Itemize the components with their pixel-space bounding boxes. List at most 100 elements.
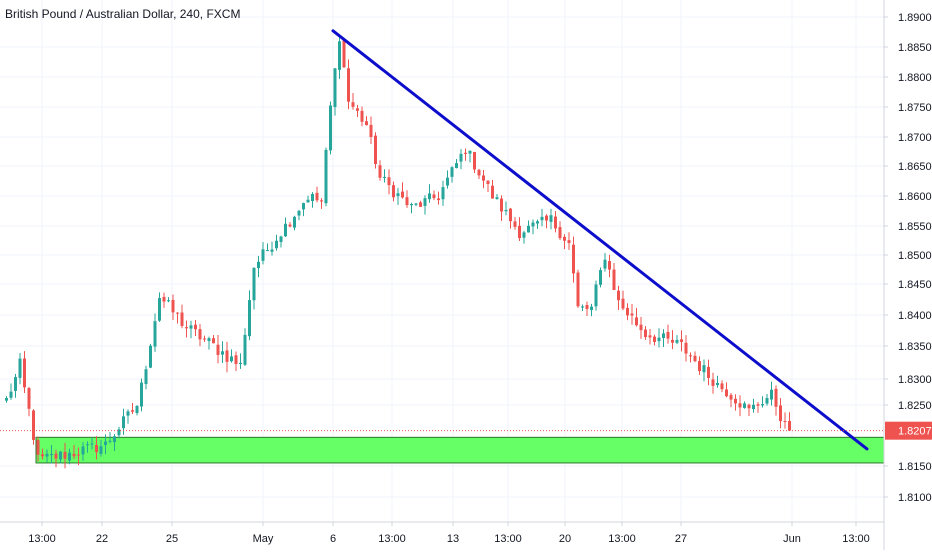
candle bbox=[369, 116, 373, 145]
candle-body bbox=[648, 335, 652, 338]
y-tick-label: 1.83500 bbox=[898, 341, 932, 353]
candle bbox=[378, 160, 382, 181]
candle-body bbox=[617, 290, 620, 301]
candle-body bbox=[72, 453, 76, 457]
candle bbox=[522, 230, 526, 244]
candle bbox=[306, 195, 310, 203]
candle-body bbox=[567, 240, 571, 244]
y-tick-label: 1.82500 bbox=[898, 400, 932, 412]
candle bbox=[158, 292, 161, 322]
candle bbox=[491, 179, 494, 199]
candle-body bbox=[630, 313, 634, 316]
y-tick-label: 1.83000 bbox=[898, 374, 932, 386]
x-axis: 13:00 22 25 May 6 13:00 13 13:00 20 13:00 27 Jun 13:… bbox=[28, 522, 870, 545]
candle bbox=[662, 329, 665, 347]
candle-body bbox=[468, 150, 472, 154]
candle bbox=[617, 285, 620, 311]
candle-body bbox=[230, 356, 233, 362]
candle-body bbox=[783, 421, 787, 423]
candle bbox=[707, 359, 710, 386]
candle bbox=[9, 383, 13, 400]
candle-body bbox=[401, 191, 404, 198]
candle bbox=[27, 386, 31, 417]
candle-body bbox=[315, 192, 319, 201]
candle-body bbox=[369, 124, 373, 138]
candle bbox=[387, 169, 391, 195]
candle bbox=[50, 444, 53, 464]
candle-body bbox=[135, 405, 139, 414]
candle-body bbox=[396, 193, 400, 197]
candle bbox=[59, 451, 62, 464]
support-zone bbox=[35, 436, 885, 464]
candle bbox=[761, 396, 764, 408]
chart-title: British Pound / Australian Dollar, 240, … bbox=[5, 7, 241, 21]
candle-body bbox=[756, 404, 760, 406]
candle-body bbox=[693, 355, 697, 362]
candle bbox=[450, 166, 454, 183]
candle-body bbox=[599, 270, 602, 285]
y-tick-label: 1.85500 bbox=[898, 221, 932, 233]
candle-body bbox=[495, 197, 499, 200]
candle-body bbox=[477, 169, 481, 176]
candle bbox=[405, 190, 409, 208]
candle bbox=[396, 187, 400, 205]
candle bbox=[567, 232, 571, 250]
candle bbox=[455, 159, 458, 169]
candle bbox=[356, 104, 359, 118]
candle-body bbox=[360, 110, 364, 122]
candle-body bbox=[509, 208, 512, 222]
candle bbox=[666, 324, 670, 344]
candle bbox=[747, 403, 751, 417]
candle-body bbox=[243, 334, 247, 365]
candle bbox=[32, 409, 35, 445]
candle bbox=[599, 267, 602, 288]
y-tick-label: 1.87000 bbox=[898, 132, 932, 144]
candle-body bbox=[576, 272, 580, 307]
candle bbox=[639, 316, 643, 339]
candle-body bbox=[716, 382, 719, 386]
candle bbox=[126, 409, 130, 424]
candle-body bbox=[41, 454, 44, 457]
candle bbox=[270, 241, 274, 256]
candle-body bbox=[549, 215, 553, 222]
candle bbox=[680, 330, 683, 352]
candle bbox=[194, 320, 197, 337]
x-tick-label: 27 bbox=[675, 533, 687, 545]
candle-body bbox=[144, 369, 148, 384]
candle-body bbox=[437, 198, 440, 201]
trendline bbox=[331, 29, 869, 451]
candle bbox=[644, 326, 647, 340]
x-tick-label: 13:00 bbox=[28, 533, 56, 545]
candle-body bbox=[27, 388, 31, 409]
candle bbox=[153, 313, 157, 352]
candle-body bbox=[653, 336, 656, 342]
candle-body bbox=[392, 185, 395, 198]
candle bbox=[711, 372, 715, 394]
y-tick-label: 1.86000 bbox=[898, 191, 932, 203]
candle-body bbox=[261, 249, 265, 261]
y-tick-label: 1.87500 bbox=[898, 102, 932, 114]
candle-body bbox=[720, 383, 724, 390]
candle bbox=[459, 149, 463, 170]
candle-body bbox=[54, 453, 58, 459]
candle-body bbox=[158, 298, 161, 321]
candle-body bbox=[626, 307, 629, 316]
candle-body bbox=[122, 416, 125, 429]
x-tick-label: 13:00 bbox=[608, 533, 636, 545]
candle-body bbox=[333, 68, 337, 108]
last-price-label: 1.82079 bbox=[898, 426, 932, 438]
candle bbox=[729, 392, 733, 408]
candle-body bbox=[189, 325, 193, 329]
candle-body bbox=[306, 199, 310, 203]
candle bbox=[527, 220, 530, 233]
y-tick-label: 1.81500 bbox=[898, 461, 932, 473]
candle bbox=[513, 217, 517, 230]
candle-body bbox=[725, 389, 728, 397]
candles bbox=[5, 36, 791, 469]
candle-body bbox=[108, 440, 112, 442]
candle-body bbox=[464, 152, 467, 154]
candle-body bbox=[257, 261, 260, 269]
candle-body bbox=[675, 340, 679, 343]
